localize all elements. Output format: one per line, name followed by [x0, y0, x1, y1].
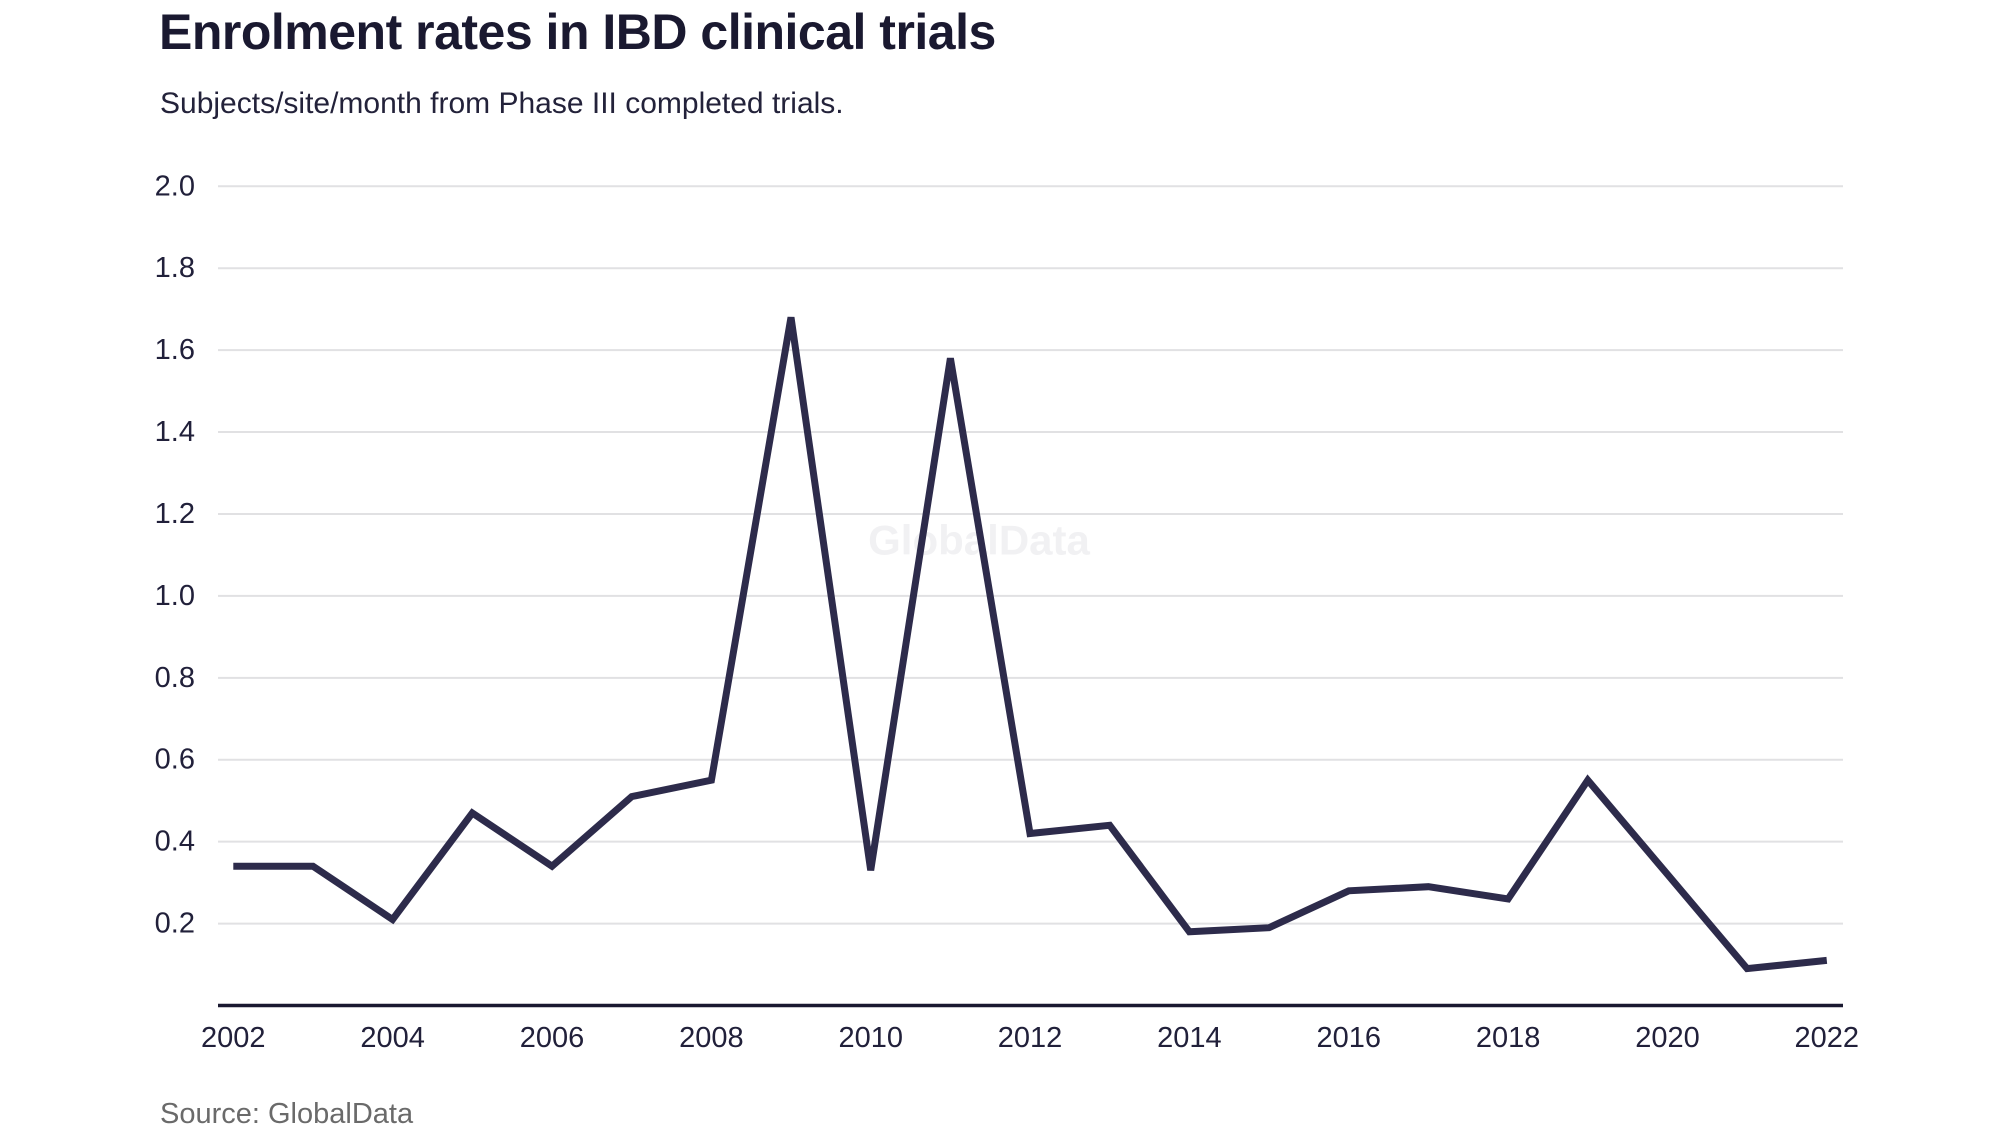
page-title: Enrolment rates in IBD clinical trials [159, 4, 996, 60]
source-note: Source: GlobalData [160, 1098, 414, 1130]
y-axis-tick-label: 0.6 [155, 744, 195, 776]
y-axis-tick-label: 1.0 [155, 580, 195, 612]
x-axis-tick-label: 2008 [679, 1022, 744, 1054]
x-axis-tick-label: 2012 [998, 1022, 1063, 1054]
x-axis-tick-label: 2020 [1635, 1022, 1700, 1054]
enrolment-rate-line [233, 316, 1828, 973]
y-axis-tick-label: 1.4 [155, 416, 195, 448]
x-axis-tick-label: 2022 [1795, 1022, 1860, 1054]
y-axis-tick-label: 1.8 [155, 252, 195, 284]
y-axis-tick-label: 0.4 [155, 826, 195, 858]
y-axis-tick-label: 0.8 [155, 662, 195, 694]
x-axis-tick-label: 2002 [201, 1022, 266, 1054]
y-axis-tick-label: 0.2 [155, 908, 195, 940]
x-axis-tick-label: 2004 [360, 1022, 425, 1054]
page-subtitle: Subjects/site/month from Phase III compl… [160, 87, 844, 120]
y-axis-tick-label: 2.0 [155, 170, 195, 202]
y-axis-tick-label: 1.6 [155, 334, 195, 366]
x-axis-tick-label: 2014 [1157, 1022, 1222, 1054]
x-axis-tick-label: 2006 [520, 1022, 585, 1054]
x-axis-tick-label: 2010 [838, 1022, 903, 1054]
x-axis-tick-label: 2016 [1316, 1022, 1381, 1054]
y-axis-tick-label: 1.2 [155, 498, 195, 530]
x-axis-tick-label: 2018 [1476, 1022, 1541, 1054]
